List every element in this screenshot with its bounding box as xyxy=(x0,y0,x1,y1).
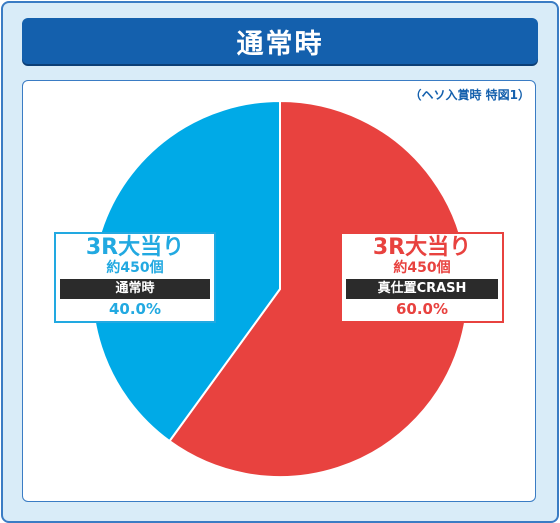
slice-label-count: 約450個 xyxy=(106,260,164,276)
slice-label-count: 約450個 xyxy=(393,260,451,276)
chart-note: （ヘソ入賞時 特図1） xyxy=(409,88,530,102)
slice-label-title: 3R大当り xyxy=(85,235,185,260)
pie-slice-crash xyxy=(168,99,469,478)
slice-label-percent: 60.0% xyxy=(395,300,449,318)
header-bar: 通常時 xyxy=(22,18,538,64)
slice-label-mode: 真仕置CRASH xyxy=(346,279,498,299)
slice-label-title: 3R大当り xyxy=(372,235,472,260)
slice-label-percent: 40.0% xyxy=(108,300,162,318)
slice-label-normal: 3R大当り 約450個 通常時 40.0% xyxy=(54,232,216,323)
slice-label-crash: 3R大当り 約450個 真仕置CRASH 60.0% xyxy=(340,232,504,323)
slice-label-mode: 通常時 xyxy=(60,279,210,299)
page-title: 通常時 xyxy=(236,28,324,60)
